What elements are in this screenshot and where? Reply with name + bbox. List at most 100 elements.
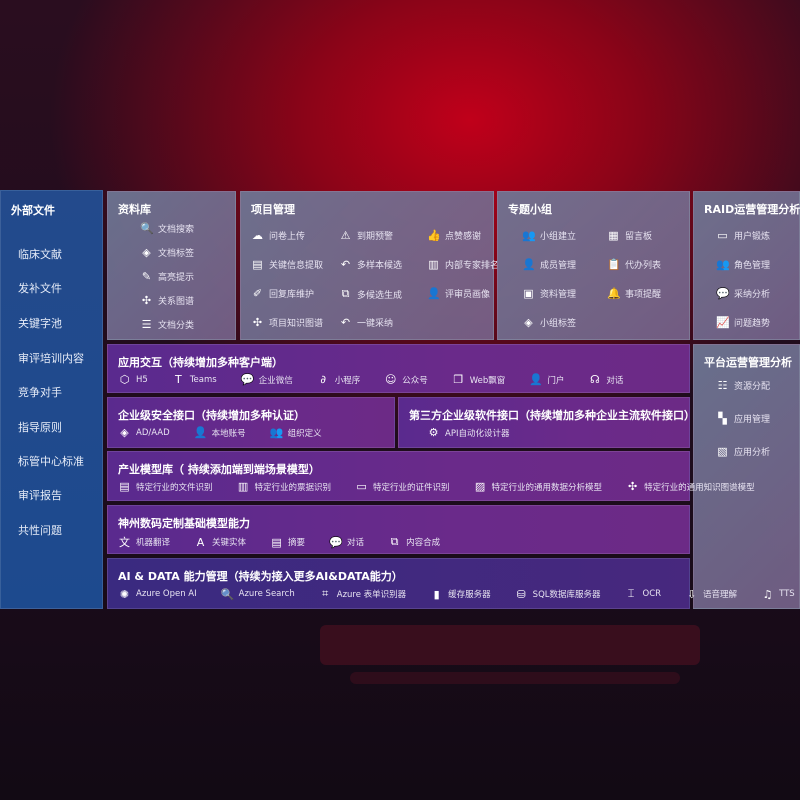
menu-item[interactable]: ▥ 特定行业的票据识别 bbox=[237, 480, 331, 493]
menu-item-label: 组织定义 bbox=[287, 428, 322, 439]
menu-item[interactable]: ▮ 缓存服务器 bbox=[430, 588, 491, 601]
menu-item[interactable]: ✣ 特定行业的通用知识图谱模型 bbox=[626, 480, 755, 493]
cache-server-icon: ▮ bbox=[433, 587, 440, 601]
sidebar-item[interactable]: 共性问题 bbox=[18, 524, 62, 537]
menu-item[interactable]: ☷ 资源分配 bbox=[716, 379, 770, 392]
menu-item[interactable]: ⧉ 多候选生成 bbox=[339, 287, 402, 301]
menu-item[interactable]: ☊ 对话 bbox=[588, 373, 623, 386]
menu-item-label: 语音理解 bbox=[703, 590, 738, 600]
menu-item[interactable]: ❐ Web飘窗 bbox=[452, 373, 506, 386]
menu-item[interactable]: 👍 点赞感谢 bbox=[427, 229, 481, 242]
menu-item[interactable]: ☺ 公众号 bbox=[384, 373, 428, 386]
panel-industry-models: 产业模型库（ 持续添加端到端场景模型） ▤ 特定行业的文件识别 ▥ 特定行业的票据识别 ▭… bbox=[107, 451, 755, 501]
sidebar-item[interactable]: 临床文献 bbox=[18, 248, 62, 261]
menu-item[interactable]: ◈ 文档标签 bbox=[140, 246, 194, 259]
menu-item[interactable]: ✎ 高亮提示 bbox=[140, 270, 194, 283]
menu-item[interactable]: ⌶ OCR bbox=[625, 587, 661, 601]
clipboard-icon: 📋 bbox=[607, 258, 621, 271]
menu-item-label: 角色管理 bbox=[734, 261, 771, 271]
menu-item[interactable]: 👤 本地账号 bbox=[194, 426, 246, 439]
menu-item[interactable]: ▧ 应用分析 bbox=[716, 445, 770, 458]
menu-item[interactable]: ↶ 一键采纳 bbox=[339, 316, 393, 329]
menu-item[interactable]: 🔍 文档搜索 bbox=[140, 222, 194, 235]
menu-item[interactable]: ▥ 内部专家排名 bbox=[427, 258, 499, 271]
menu-item[interactable]: T Teams bbox=[172, 373, 217, 386]
menu-item[interactable]: ◈ 小组标签 bbox=[522, 316, 576, 329]
entity-icon: A bbox=[196, 535, 205, 549]
menu-item[interactable]: ▦ 留言板 bbox=[607, 229, 652, 242]
tag-icon: ◈ bbox=[142, 246, 151, 259]
tts-icon: ♫ bbox=[762, 587, 773, 601]
menu-item[interactable]: 👥 组织定义 bbox=[270, 426, 322, 439]
sidebar-item[interactable]: 发补文件 bbox=[18, 282, 62, 295]
menu-item[interactable]: ◈ AD/AAD bbox=[118, 426, 169, 439]
menu-item-label: Azure 表单识别器 bbox=[336, 590, 407, 600]
menu-item[interactable]: ▨ 特定行业的通用数据分析模型 bbox=[474, 480, 602, 493]
menu-item[interactable]: 💬 采纳分析 bbox=[716, 287, 770, 300]
menu-item-label: 一键采纳 bbox=[357, 319, 394, 329]
menu-item[interactable]: ▭ 用户锻炼 bbox=[716, 229, 770, 242]
menu-item[interactable]: ▤ 摘要 bbox=[270, 536, 305, 549]
group-icon: 👥 bbox=[522, 229, 536, 242]
menu-item-label: 应用管理 bbox=[734, 415, 771, 425]
menu-item[interactable]: 👥 角色管理 bbox=[716, 258, 770, 271]
sidebar-item[interactable]: 关键字池 bbox=[18, 317, 62, 330]
menu-item[interactable]: A 关键实体 bbox=[194, 536, 246, 549]
sidebar-item[interactable]: 指导原则 bbox=[18, 421, 62, 434]
menu-item[interactable]: ✣ 关系图谱 bbox=[140, 294, 194, 307]
menu-item-label: 代办列表 bbox=[625, 261, 662, 271]
menu-item[interactable]: ⧉ 内容合成 bbox=[388, 535, 440, 549]
qa-icon: 💬 bbox=[716, 287, 730, 300]
menu-item[interactable]: ▤ 特定行业的文件识别 bbox=[118, 480, 212, 493]
menu-item-label: Web飘窗 bbox=[469, 375, 506, 386]
compose-icon: ⧉ bbox=[390, 535, 399, 548]
sidebar-item[interactable]: 审评报告 bbox=[18, 489, 62, 502]
menu-item[interactable]: ⇩ 语音理解 bbox=[685, 588, 737, 601]
screen-reflection bbox=[320, 625, 700, 665]
menu-item[interactable]: 👤 成员管理 bbox=[522, 258, 576, 271]
menu-item[interactable]: ☰ 文档分类 bbox=[140, 318, 194, 331]
portal-icon: 👤 bbox=[529, 373, 544, 386]
menu-item[interactable]: ↶ 多样本候选 bbox=[339, 258, 402, 271]
screen-reflection bbox=[350, 672, 680, 684]
chat-icon: ☊ bbox=[589, 373, 600, 386]
menu-item[interactable]: 🔔 事项提醒 bbox=[607, 287, 661, 300]
menu-item[interactable]: 👥 小组建立 bbox=[522, 229, 576, 242]
menu-item[interactable]: 📋 代办列表 bbox=[607, 258, 661, 271]
menu-item[interactable]: 💬 对话 bbox=[329, 536, 364, 549]
menu-item[interactable]: ☁ 问卷上传 bbox=[251, 229, 305, 242]
menu-item[interactable]: ⬡ H5 bbox=[118, 373, 148, 386]
menu-item[interactable]: ♫ TTS bbox=[761, 588, 795, 601]
menu-item[interactable]: ⛁ SQL数据库服务器 bbox=[515, 588, 601, 601]
sidebar-item[interactable]: 审评培训内容 bbox=[18, 352, 84, 365]
menu-item[interactable]: ▭ 特定行业的证件识别 bbox=[355, 480, 449, 493]
menu-item[interactable]: 👤 门户 bbox=[529, 373, 564, 386]
menu-item[interactable]: ▣ 资料管理 bbox=[522, 287, 576, 300]
menu-item-label: 高亮提示 bbox=[158, 273, 195, 283]
sidebar-item[interactable]: 竞争对手 bbox=[18, 386, 62, 399]
menu-item[interactable]: ✺ Azure Open AI bbox=[118, 588, 197, 601]
receipt-icon: ▥ bbox=[237, 480, 249, 493]
menu-item[interactable]: ⚙ API自动化设计器 bbox=[427, 426, 510, 439]
menu-item-label: Azure Search bbox=[238, 589, 295, 599]
panel-platform-analysis: 平台运营管理分析 ☷ 资源分配 ▚ 应用管理 ▧ 应用分析 bbox=[693, 344, 800, 609]
menu-item[interactable]: 👤 评审员画像 bbox=[427, 287, 490, 300]
openai-icon: ✺ bbox=[119, 587, 130, 601]
menu-item[interactable]: ▚ 应用管理 bbox=[716, 412, 770, 425]
menu-item[interactable]: ∂ 小程序 bbox=[317, 373, 360, 386]
menu-item[interactable]: ⌗ Azure 表单识别器 bbox=[319, 587, 406, 601]
menu-item[interactable]: 💬 企业微信 bbox=[241, 373, 293, 386]
menu-item[interactable]: ▤ 关键信息提取 bbox=[251, 258, 323, 271]
menu-item[interactable]: ✐ 回复库维护 bbox=[251, 287, 314, 300]
sidebar-item[interactable]: 标管中心标准 bbox=[18, 455, 84, 468]
menu-item[interactable]: ✣ 项目知识图谱 bbox=[251, 316, 323, 329]
menu-item[interactable]: 文机器翻译 bbox=[118, 534, 170, 550]
menu-item[interactable]: 📈 问题趋势 bbox=[716, 316, 770, 329]
menu-item-label: 点赞感谢 bbox=[445, 232, 482, 242]
menu-item[interactable]: ⚠ 到期预警 bbox=[339, 229, 393, 242]
local-account-icon: 👤 bbox=[193, 426, 208, 439]
menu-item[interactable]: 🔍 Azure Search bbox=[221, 588, 295, 601]
menu-item-label: 多候选生成 bbox=[357, 290, 403, 301]
menu-item-label: 项目知识图谱 bbox=[269, 319, 324, 329]
gear-icon: ⚙ bbox=[428, 426, 439, 439]
